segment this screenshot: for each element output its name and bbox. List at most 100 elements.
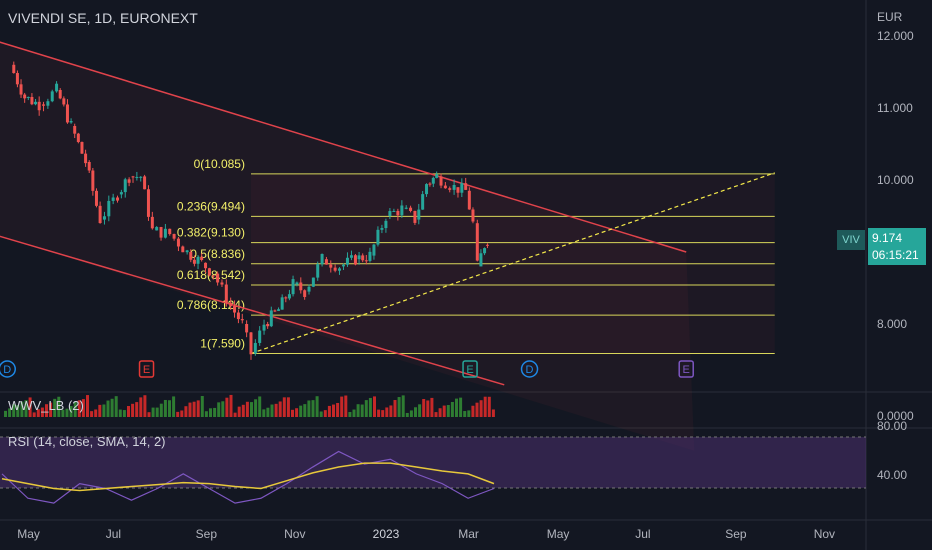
candle-body [12, 64, 16, 74]
candle-body [428, 183, 432, 185]
candle-body [139, 176, 143, 178]
earnings-marker [462, 360, 478, 378]
volume-bar [102, 404, 106, 417]
candle-body [303, 290, 307, 297]
candle-body [131, 176, 135, 178]
volume-bar [368, 397, 372, 417]
candle-body [236, 312, 240, 320]
volume-bar [45, 404, 48, 417]
dashed-support-line [250, 172, 775, 355]
volume-bar [57, 396, 61, 417]
candle-body [76, 133, 80, 143]
volume-bar [364, 400, 368, 417]
fib-level-label: 0.236(9.494) [177, 199, 245, 213]
candle-body [172, 234, 176, 239]
candle-body [185, 250, 189, 253]
volume-bar [414, 407, 417, 417]
volume-bar [49, 402, 53, 417]
volume-bar [65, 408, 69, 417]
earnings-marker [138, 360, 155, 378]
candle-body [42, 104, 46, 106]
candle-body [69, 121, 73, 123]
volume-bar [291, 409, 294, 417]
candle-body [460, 183, 464, 193]
volume-axis-value: 0.0000 [877, 409, 914, 423]
candle-body [143, 176, 147, 190]
candle-body [316, 264, 320, 278]
volume-bar [487, 396, 491, 417]
candle-body [116, 197, 120, 201]
volume-bar [401, 395, 405, 417]
volume-bar [176, 411, 180, 417]
volume-bar [373, 396, 376, 417]
earnings-marker [678, 360, 694, 378]
volume-bar [180, 410, 184, 417]
volume-bar [77, 400, 81, 417]
candle-body [229, 302, 233, 307]
volume-bar [69, 405, 73, 417]
volume-bar [455, 398, 458, 417]
candle-body [135, 176, 139, 178]
candle-body [211, 275, 215, 277]
volume-bar [196, 400, 200, 417]
volume-bar [114, 396, 118, 417]
candle-body [464, 183, 468, 190]
event-marker-label: E [466, 364, 473, 376]
time-axis-label: Jul [635, 527, 650, 541]
chart-title: VIVENDI SE, 1D, EURONEXT [8, 10, 198, 26]
volume-bar [274, 403, 278, 417]
candle-body [94, 190, 98, 206]
candle-body [485, 244, 489, 246]
volume-bar [221, 401, 225, 417]
volume-bar [311, 400, 315, 417]
candle-body [320, 254, 324, 265]
candle-body [146, 189, 150, 217]
volume-pane-label[interactable]: WWV_LB (2) [8, 398, 84, 413]
volume-bar [438, 408, 442, 417]
candle-body [253, 342, 257, 354]
volume-bar [36, 409, 40, 417]
volume-bar [127, 406, 130, 417]
volume-bar [356, 404, 360, 417]
volume-bar [467, 410, 471, 417]
time-axis-label: Jul [106, 527, 121, 541]
channel-fill [0, 42, 695, 451]
time-axis-label: Mar [458, 527, 479, 541]
time-axis-label: Sep [196, 527, 218, 541]
rsi-pane-label[interactable]: RSI (14, close, SMA, 14, 2) [8, 434, 166, 449]
candle-body [388, 211, 392, 216]
candle-body [189, 252, 193, 260]
volume-bar [479, 400, 483, 417]
volume-bar [172, 396, 176, 417]
candle-body [364, 260, 368, 262]
candle-body [23, 94, 27, 99]
candle-body [200, 257, 204, 260]
volume-bar [16, 405, 20, 417]
volume-bar [315, 396, 319, 417]
candle-body [324, 259, 328, 265]
volume-bar [168, 400, 171, 417]
candle-body [107, 200, 111, 217]
volume-bar [262, 409, 266, 417]
volume-bar [233, 412, 237, 417]
candle-body [181, 246, 185, 253]
volume-bar [336, 402, 340, 417]
candle-body [249, 332, 253, 355]
volume-bar [430, 397, 434, 417]
candle-body [258, 330, 262, 343]
fib-level-label: 0(10.085) [194, 157, 245, 171]
volume-bar [184, 406, 188, 417]
volume-bar [118, 409, 122, 417]
volume-bar [200, 396, 204, 417]
volume-bar [340, 396, 344, 417]
candle-body [224, 284, 228, 303]
volume-bar [135, 402, 139, 417]
candle-body [295, 282, 299, 285]
volume-bar [389, 405, 393, 417]
volume-bar [344, 395, 348, 417]
volume-bar [323, 410, 327, 417]
candle-body [15, 73, 19, 85]
volume-bar [258, 396, 262, 417]
candle-body [439, 176, 443, 186]
